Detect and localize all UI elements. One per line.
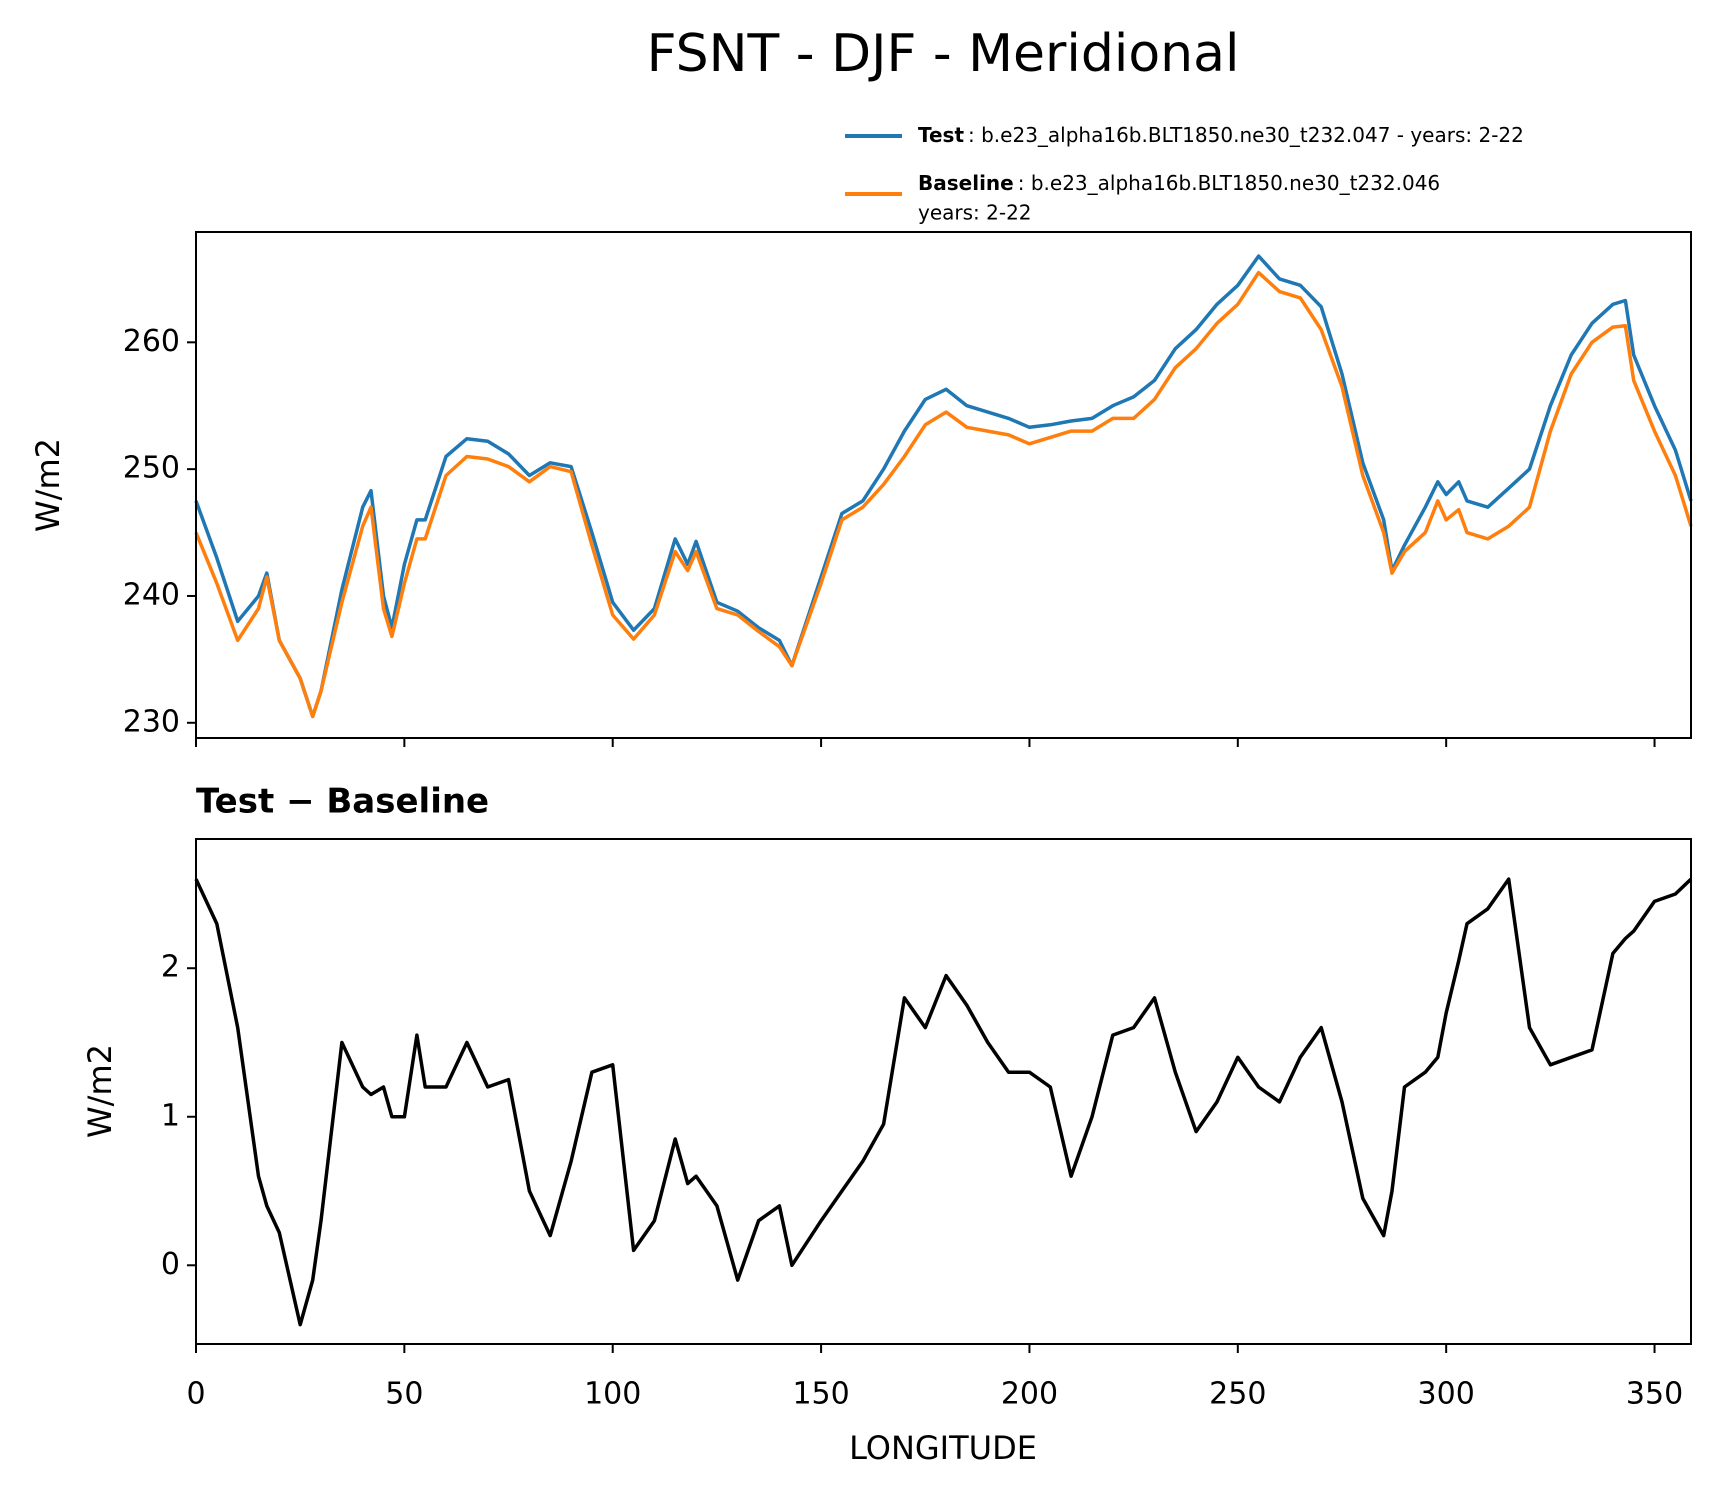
x-tick-label: 300 [1418,1377,1475,1412]
legend-label: years: 2-22 [918,201,1032,225]
legend-name: Test [918,123,964,147]
plot-frame [195,838,1692,1345]
legend-name: Baseline [918,171,1014,195]
data-line [194,270,1693,719]
x-tick-label: 250 [1209,1377,1266,1412]
plot-frame [195,231,1692,739]
legend-description: : b.e23_alpha16b.BLT1850.ne30_t232.046 [1018,171,1440,195]
y-tick-label: 2 [161,950,180,985]
figure-title: FSNT - DJF - Meridional [647,24,1240,84]
y-tick-label: 260 [123,324,180,359]
y-axis-label: W/m2 [81,1044,119,1138]
legend-label: Test: b.e23_alpha16b.BLT1850.ne30_t232.0… [918,123,1524,147]
x-tick-label: 100 [584,1377,641,1412]
x-tick-label: 350 [1626,1377,1683,1412]
legend-label: Baseline: b.e23_alpha16b.BLT1850.ne30_t2… [918,171,1440,195]
x-tick-label: 200 [1001,1377,1058,1412]
legend-description: : b.e23_alpha16b.BLT1850.ne30_t232.047 -… [968,123,1524,147]
panel-title: Test − Baseline [196,782,489,822]
y-tick-label: 240 [123,577,180,612]
x-tick-label: 150 [792,1377,849,1412]
y-tick-label: 250 [123,451,180,486]
data-line [194,254,1693,719]
y-tick-label: 1 [161,1098,180,1133]
y-tick-label: 0 [161,1247,180,1282]
data-line [194,877,1693,1327]
x-tick-label: 0 [186,1377,205,1412]
x-axis-label: LONGITUDE [849,1429,1037,1467]
y-tick-label: 230 [123,704,180,739]
x-tick-label: 50 [385,1377,423,1412]
y-axis-label: W/m2 [29,438,67,532]
